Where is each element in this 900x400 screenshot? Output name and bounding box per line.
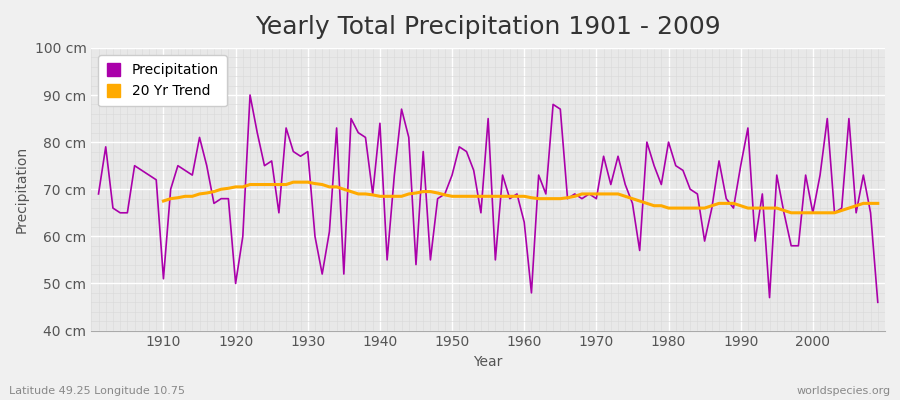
20 Yr Trend xyxy=(158,199,169,204)
20 Yr Trend xyxy=(302,180,313,184)
20 Yr Trend xyxy=(591,192,602,196)
Text: Latitude 49.25 Longitude 10.75: Latitude 49.25 Longitude 10.75 xyxy=(9,386,185,396)
Precipitation xyxy=(317,272,328,276)
Y-axis label: Precipitation: Precipitation xyxy=(15,146,29,233)
Precipitation xyxy=(526,290,536,295)
X-axis label: Year: Year xyxy=(473,355,503,369)
20 Yr Trend xyxy=(288,180,299,184)
Line: 20 Yr Trend: 20 Yr Trend xyxy=(164,182,877,213)
Title: Yearly Total Precipitation 1901 - 2009: Yearly Total Precipitation 1901 - 2009 xyxy=(256,15,721,39)
Precipitation xyxy=(360,135,371,140)
Precipitation xyxy=(518,220,529,225)
20 Yr Trend xyxy=(829,210,840,215)
Precipitation xyxy=(872,300,883,305)
20 Yr Trend xyxy=(872,201,883,206)
Legend: Precipitation, 20 Yr Trend: Precipitation, 20 Yr Trend xyxy=(98,55,227,106)
Precipitation xyxy=(151,178,162,182)
20 Yr Trend xyxy=(786,210,796,215)
Precipitation xyxy=(93,192,104,196)
Line: Precipitation: Precipitation xyxy=(98,95,878,302)
20 Yr Trend xyxy=(331,184,342,189)
Precipitation xyxy=(245,93,256,98)
20 Yr Trend xyxy=(850,203,861,208)
20 Yr Trend xyxy=(534,196,544,201)
Precipitation xyxy=(613,154,624,159)
Text: worldspecies.org: worldspecies.org xyxy=(796,386,891,396)
